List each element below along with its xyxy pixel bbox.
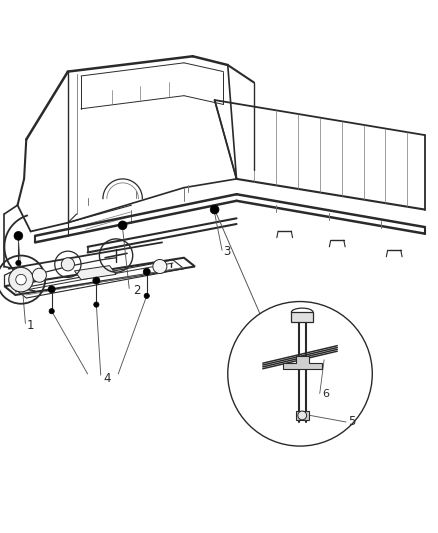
Circle shape [49, 309, 54, 314]
Text: 4: 4 [103, 372, 111, 385]
Text: 6: 6 [322, 389, 329, 399]
Circle shape [153, 260, 167, 273]
Polygon shape [74, 265, 116, 280]
Circle shape [9, 268, 33, 292]
Circle shape [16, 260, 21, 265]
Circle shape [94, 302, 99, 307]
Polygon shape [296, 411, 309, 420]
Circle shape [61, 258, 74, 271]
Circle shape [32, 268, 46, 282]
Circle shape [118, 221, 127, 230]
Polygon shape [283, 356, 322, 369]
Circle shape [48, 286, 55, 293]
Circle shape [143, 268, 150, 275]
Circle shape [298, 411, 307, 420]
Circle shape [93, 277, 100, 284]
Text: 2: 2 [134, 284, 141, 297]
Circle shape [144, 293, 149, 298]
Circle shape [228, 302, 372, 446]
Text: 3: 3 [223, 245, 231, 257]
Circle shape [210, 205, 219, 214]
Text: 1: 1 [27, 319, 35, 332]
Circle shape [14, 231, 23, 240]
Circle shape [16, 274, 26, 285]
Text: 5: 5 [348, 416, 356, 429]
Polygon shape [291, 312, 313, 322]
